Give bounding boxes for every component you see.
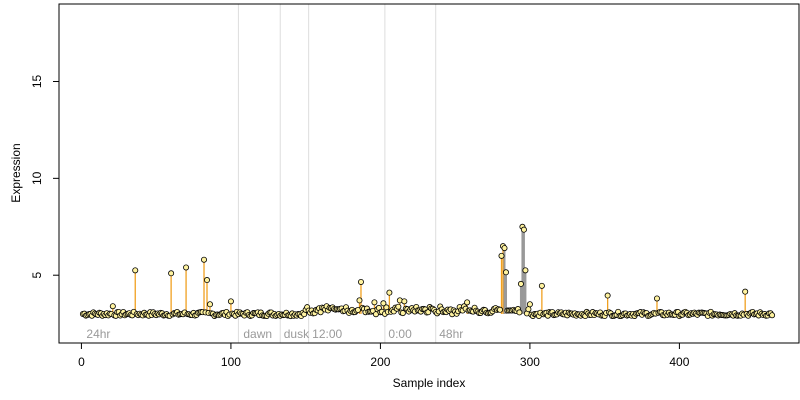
y-axis: 5 10 15 [30, 74, 60, 279]
x-tick-label: 0 [78, 355, 85, 369]
data-point [227, 298, 234, 305]
annotation-label: 0:00 [388, 327, 412, 341]
annotation-label: 48hr [439, 327, 463, 341]
data-point [501, 245, 508, 252]
x-tick-label: 300 [520, 355, 540, 369]
data-point [525, 306, 532, 313]
data-point [201, 256, 208, 263]
annotation-labels: 24hr dawn dusk 12:00 0:00 48hr [86, 327, 463, 341]
annotation-label: 12:00 [312, 327, 342, 341]
data-point [520, 226, 527, 233]
data-point [502, 269, 509, 276]
data-point [538, 282, 545, 289]
x-tick-label: 400 [669, 355, 689, 369]
plot-frame [58, 3, 800, 344]
annotation-label: dawn [243, 327, 272, 341]
y-tick-label: 5 [30, 272, 44, 279]
data-point [203, 277, 210, 284]
annotation-vertical-lines [237, 4, 437, 343]
data-point [168, 270, 175, 277]
data-point [109, 303, 116, 310]
data-point [357, 278, 364, 285]
x-tick-label: 100 [221, 355, 241, 369]
x-tick-label: 200 [370, 355, 390, 369]
x-axis: 0 100 200 300 400 [78, 342, 690, 369]
data-point [371, 299, 378, 306]
data-point [356, 297, 363, 304]
data-point [522, 267, 529, 274]
data-point [399, 310, 406, 317]
data-point [526, 301, 533, 308]
annotation-label: dusk [284, 327, 310, 341]
data-points [79, 223, 776, 320]
data-point [742, 288, 749, 295]
data-point [653, 295, 660, 302]
y-axis-title: Expression [9, 143, 23, 202]
data-point [386, 289, 393, 296]
data-point [132, 267, 139, 274]
data-point [604, 292, 611, 299]
data-point [769, 312, 776, 319]
data-point [401, 298, 408, 305]
spike-lines [112, 226, 746, 314]
annotation-label: 24hr [86, 327, 110, 341]
y-tick-label: 10 [30, 171, 44, 185]
data-point [464, 299, 471, 306]
data-point [498, 252, 505, 259]
data-point [395, 303, 402, 310]
y-tick-label: 15 [30, 74, 44, 88]
data-point [497, 306, 504, 313]
data-point [206, 301, 213, 308]
data-point [516, 309, 523, 316]
x-axis-title: Sample index [393, 376, 466, 390]
data-point [517, 280, 524, 287]
data-point [380, 300, 387, 307]
data-point [183, 264, 190, 271]
